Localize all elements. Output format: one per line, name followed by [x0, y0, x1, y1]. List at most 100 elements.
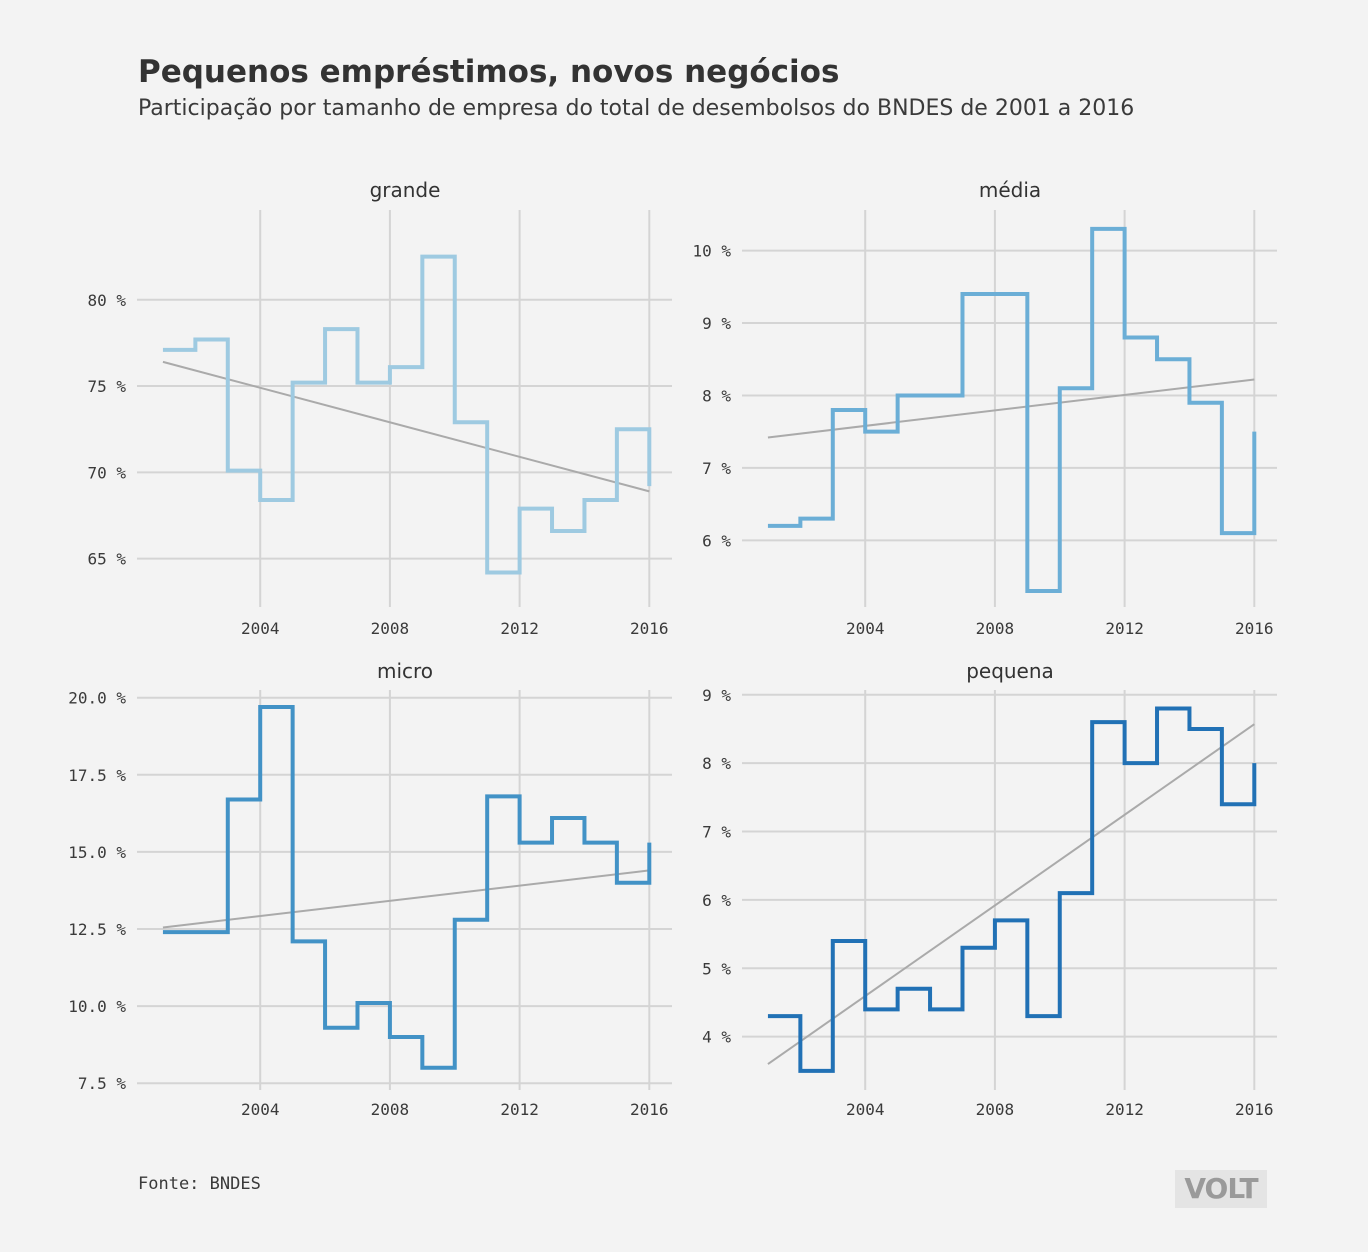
step-line-pequena	[767, 706, 1257, 1073]
step-line-media	[767, 226, 1257, 594]
x-tick-label: 2004	[846, 619, 885, 638]
data-point-grande	[354, 380, 360, 386]
data-point-micro	[484, 793, 490, 799]
x-tick-label: 2012	[1105, 1100, 1144, 1119]
data-point-grande	[517, 506, 523, 512]
y-tick-label: 70 %	[87, 463, 126, 482]
x-tick-label: 2004	[241, 1100, 280, 1119]
source-note: Fonte: BNDES	[138, 1174, 261, 1194]
data-point-grande	[290, 380, 296, 386]
y-tick-label: 9 %	[702, 686, 731, 705]
data-point-media	[765, 523, 771, 529]
data-point-grande	[452, 419, 458, 425]
data-point-micro	[290, 938, 296, 944]
y-tick-label: 5 %	[702, 959, 731, 978]
panel-micro: micro 2004 2008 2012 2016 7.5 % 10.0 % 12.5 % 15…	[68, 659, 672, 1119]
data-point-media	[959, 291, 965, 297]
data-point-pequena	[992, 917, 998, 923]
y-tick-label: 4 %	[702, 1028, 731, 1047]
data-point-grande	[160, 347, 166, 353]
panel-grande: grande 2004 2008 2012 2016 65 % 70 % 75 % 80 %	[87, 178, 672, 638]
data-point-micro	[322, 1025, 328, 1031]
data-point-pequena	[830, 938, 836, 944]
y-tick-label: 7 %	[702, 459, 731, 478]
panel-media: média 2004 2008 2012 2016 6 % 7 % 8 % 9 % 10 %	[692, 178, 1277, 638]
data-point-media	[797, 516, 803, 522]
data-point-pequena	[862, 1006, 868, 1012]
data-point-micro	[160, 929, 166, 935]
data-point-pequena	[895, 986, 901, 992]
data-point-micro	[192, 929, 198, 935]
data-point-micro	[387, 1034, 393, 1040]
data-point-media	[1057, 385, 1063, 391]
data-point-grande	[549, 528, 555, 534]
data-point-grande	[257, 497, 263, 503]
y-tick-label: 20.0 %	[68, 689, 126, 708]
x-tick-label: 2012	[1105, 619, 1144, 638]
y-tick-label: 7 %	[702, 823, 731, 842]
trend-line-media	[767, 378, 1255, 439]
data-point-media	[927, 392, 933, 398]
data-point-media	[1024, 588, 1030, 594]
data-point-pequena	[1251, 760, 1257, 766]
x-tick-label: 2008	[371, 619, 410, 638]
y-tick-label: 80 %	[87, 291, 126, 310]
data-point-pequena	[1154, 705, 1160, 711]
data-point-media	[830, 407, 836, 413]
data-point-grande	[322, 326, 328, 332]
y-tick-label: 9 %	[702, 314, 731, 333]
data-point-pequena	[959, 945, 965, 951]
y-tick-label: 17.5 %	[68, 766, 126, 785]
data-point-micro	[354, 1000, 360, 1006]
data-point-pequena	[1122, 760, 1128, 766]
data-point-media	[1122, 335, 1128, 341]
y-tick-label: 8 %	[702, 386, 731, 405]
panel-title-pequena: pequena	[966, 659, 1054, 683]
trend-line-pequena	[767, 723, 1255, 1065]
x-tick-label: 2008	[976, 1100, 1015, 1119]
x-tick-label: 2016	[1235, 1100, 1274, 1119]
data-point-micro	[225, 796, 231, 802]
chart-subtitle: Participação por tamanho de empresa do t…	[138, 96, 1135, 121]
data-point-grande	[225, 468, 231, 474]
data-point-pequena	[797, 1068, 803, 1074]
data-point-grande	[581, 497, 587, 503]
y-tick-label: 6 %	[702, 891, 731, 910]
x-tick-label: 2016	[630, 619, 669, 638]
panel-title-micro: micro	[377, 659, 433, 683]
data-point-grande	[484, 569, 490, 575]
x-tick-label: 2008	[371, 1100, 410, 1119]
data-point-media	[1154, 356, 1160, 362]
x-tick-label: 2012	[500, 619, 539, 638]
data-point-pequena	[1089, 719, 1095, 725]
data-point-media	[1251, 429, 1257, 435]
data-point-micro	[517, 840, 523, 846]
y-tick-label: 15.0 %	[68, 843, 126, 862]
data-point-media	[895, 392, 901, 398]
data-point-micro	[452, 917, 458, 923]
y-tick-label: 12.5 %	[68, 920, 126, 939]
x-tick-label: 2016	[630, 1100, 669, 1119]
data-point-micro	[646, 840, 652, 846]
data-point-pequena	[1219, 801, 1225, 807]
x-tick-label: 2004	[846, 1100, 885, 1119]
data-point-pequena	[765, 1013, 771, 1019]
y-tick-label: 65 %	[87, 550, 126, 569]
panel-title-grande: grande	[370, 178, 441, 202]
step-line-micro	[162, 704, 652, 1070]
y-tick-label: 7.5 %	[78, 1074, 127, 1093]
data-point-grande	[614, 426, 620, 432]
data-point-pequena	[927, 1006, 933, 1012]
data-point-media	[1089, 226, 1095, 232]
data-point-media	[862, 429, 868, 435]
data-point-pequena	[1057, 890, 1063, 896]
x-tick-label: 2004	[241, 619, 280, 638]
panel-title-media: média	[979, 178, 1041, 202]
x-tick-label: 2016	[1235, 619, 1274, 638]
trend-line-grande	[162, 360, 650, 493]
data-point-media	[992, 291, 998, 297]
step-line-grande	[162, 254, 652, 575]
data-point-micro	[614, 880, 620, 886]
panel-pequena: pequena 2004 2008 2012 2016 4 % 5 % 6 % 7 % 8 % 9 …	[702, 659, 1277, 1119]
